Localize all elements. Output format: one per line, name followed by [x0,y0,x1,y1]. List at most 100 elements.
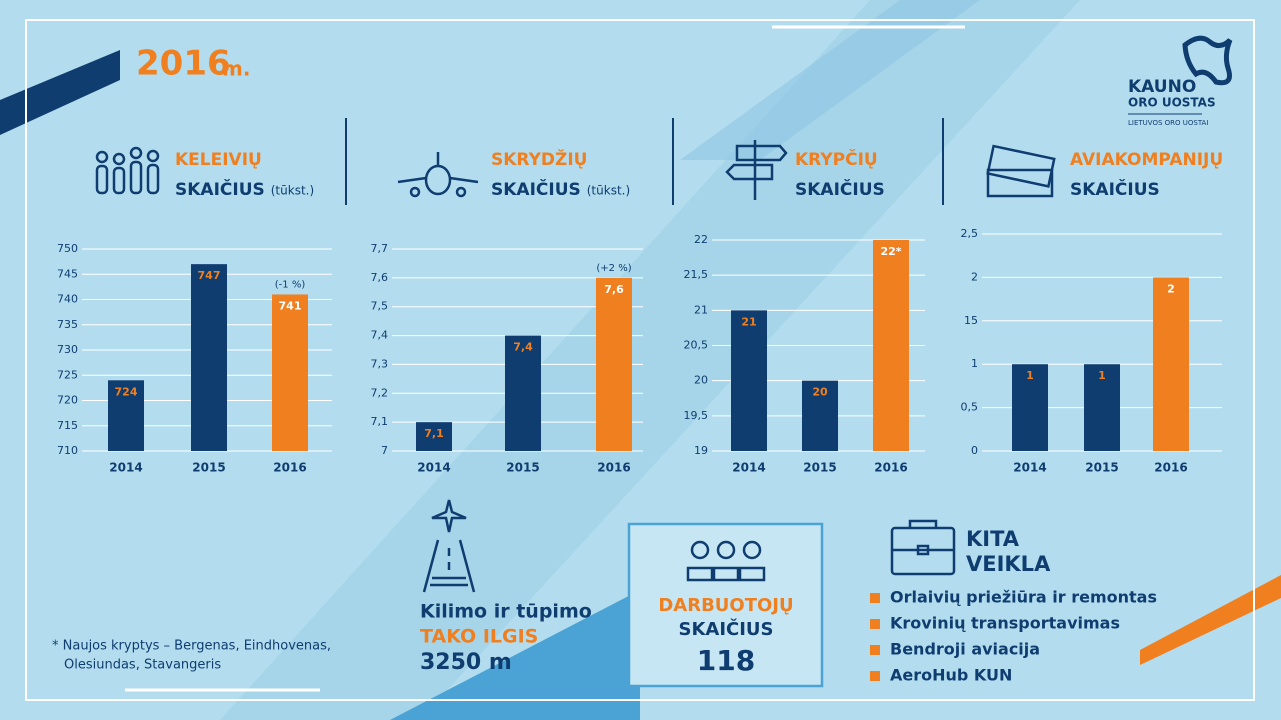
logo-mark [1182,35,1233,86]
value-label: 1 [1098,369,1106,382]
value-label: 20 [812,386,828,399]
other-title: VEIKLA [966,552,1051,576]
value-label: 2 [1167,282,1175,295]
runway-text: TAKO ILGIS [420,626,538,648]
x-tick-label: 2015 [1085,461,1118,475]
bar [272,294,308,451]
bar [596,277,632,451]
bullet [870,619,880,629]
value-label: 747 [198,269,221,282]
value-label: 7,4 [513,341,533,354]
bullet [870,671,880,681]
bar [505,335,541,451]
chart-title: SKRYDŽIŲ [491,148,587,170]
bullet [870,645,880,655]
y-tick-label: 19,5 [684,409,709,422]
annotation: (-1 %) [275,279,306,290]
stripe [220,0,1080,720]
ticket-icon [986,144,1056,198]
chart-subtitle: SKAIČIUS [795,178,885,200]
y-tick-label: 20,5 [684,339,709,352]
x-tick-label: 2016 [273,461,306,475]
logo-text: KAUNO [1128,77,1196,97]
y-tick-label: 7,5 [371,300,389,313]
bar [873,240,909,451]
value-label: 7,1 [424,427,444,440]
chart-title: AVIAKOMPANIJŲ [1070,150,1223,170]
y-tick-label: 2,5 [961,227,979,240]
staff-value: 118 [697,644,755,677]
x-tick-label: 2014 [732,461,765,475]
bar [1153,277,1189,451]
x-tick-label: 2015 [803,461,836,475]
value-label: 21 [741,315,756,328]
value-label: 724 [115,385,138,398]
footnote: * Naujos kryptys – Bergenas, Eindhovenas… [52,639,331,654]
year: 2016 [136,44,231,84]
bar [802,380,838,451]
bar [416,422,452,451]
chart-subtitle: SKAIČIUS [175,178,265,200]
y-tick-label: 0,5 [961,401,979,414]
x-tick-label: 2016 [874,461,907,475]
x-tick-label: 2015 [506,461,539,475]
y-tick-label: 7,6 [371,271,389,284]
logo-text: LIETUVOS ORO UOSTAI [1128,119,1208,127]
annotation: (+2 %) [596,263,631,274]
stripe-dark [0,50,120,135]
value-label: 1 [1026,369,1034,382]
y-tick-label: 7,2 [371,386,389,399]
x-tick-label: 2016 [597,461,630,475]
y-tick-label: 730 [57,343,78,356]
y-tick-label: 725 [57,368,78,381]
bar [108,380,144,451]
logo-text: ORO UOSTAS [1128,96,1216,110]
bar [1012,364,1048,451]
y-tick-label: 715 [57,419,78,432]
x-tick-label: 2015 [192,461,225,475]
runway-value: 3250 m [420,650,512,675]
staff-box [627,522,824,688]
chart-unit: (tūkst.) [271,184,314,198]
chart-title: KRYPČIŲ [795,148,878,170]
bar [1084,364,1120,451]
y-tick-label: 22 [694,233,708,246]
y-tick-label: 21 [694,303,708,316]
y-tick-label: 0 [971,444,978,457]
chart-title: KELEIVIŲ [175,150,262,170]
value-label: 7,6 [604,283,624,296]
other-item: Krovinių transportavimas [890,614,1120,633]
x-tick-label: 2016 [1154,461,1187,475]
y-tick-label: 7,4 [371,329,389,342]
y-tick-label: 750 [57,242,78,255]
value-label: 22* [880,245,901,258]
stripe-blue [390,590,640,720]
y-tick-label: 20 [694,374,708,387]
y-tick-label: 745 [57,267,78,280]
other-item: AeroHub KUN [890,666,1012,685]
other-title: KITA [966,527,1020,551]
frame [25,19,1255,701]
value-label: 741 [279,299,302,312]
y-tick-label: 720 [57,394,78,407]
chart-subtitle: SKAIČIUS [491,178,581,200]
y-tick-label: 19 [694,444,708,457]
x-tick-label: 2014 [417,461,450,475]
bullet [870,593,880,603]
bar [191,264,227,451]
runway-text: Kilimo ir tūpimo [420,601,592,623]
staff-icon [686,540,766,582]
x-tick-label: 2014 [1013,461,1046,475]
chart-subtitle: SKAIČIUS [1070,178,1160,200]
y-tick-label: 735 [57,318,78,331]
other-item: Orlaivių priežiūra ir remontas [890,588,1157,607]
y-tick-label: 2 [971,270,978,283]
people-icon [95,146,160,195]
x-tick-label: 2014 [109,461,142,475]
y-tick-label: 7 [381,444,388,457]
stripe-light [680,0,980,160]
briefcase-icon [890,519,956,576]
bar [731,310,767,451]
footnote: Olesiundas, Stavangeris [64,658,221,673]
